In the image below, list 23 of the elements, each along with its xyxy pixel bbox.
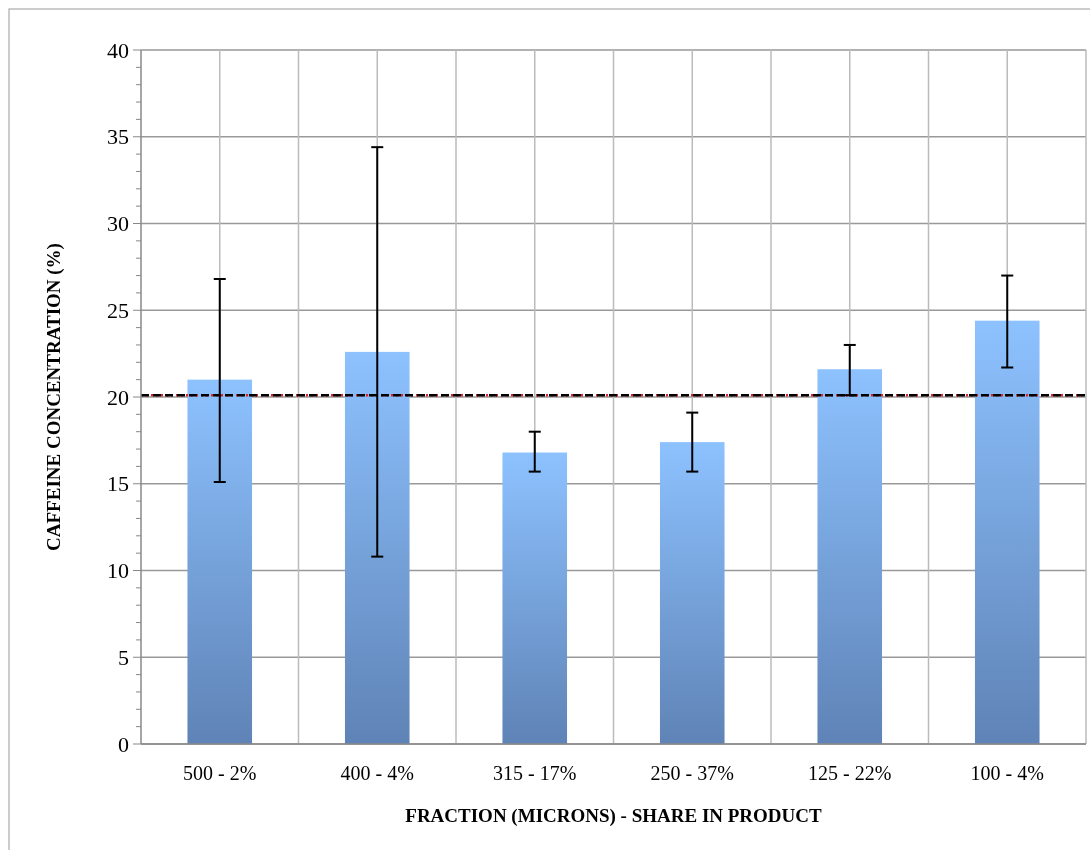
y-tick-label: 25: [107, 297, 129, 323]
y-tick-label: 30: [107, 211, 129, 237]
x-tick-label: 400 - 4%: [340, 762, 414, 784]
y-tick-label: 35: [107, 124, 129, 150]
y-axis-title: CAFFEINE CONCENTRATION (%): [43, 243, 65, 551]
y-tick-label: 40: [107, 37, 129, 63]
y-tick-label: 10: [107, 558, 129, 584]
x-tick-label: 500 - 2%: [183, 762, 257, 784]
y-tick-label: 0: [118, 731, 129, 757]
x-tick-label: 250 - 37%: [650, 762, 734, 784]
y-tick-label: 20: [107, 384, 129, 410]
y-tick-label: 15: [107, 471, 129, 497]
x-tick-label: 125 - 22%: [808, 762, 892, 784]
bar: [659, 442, 725, 744]
x-axis-title: FRACTION (MICRONS) - SHARE IN PRODUCT: [405, 805, 823, 827]
y-tick-label: 5: [118, 644, 129, 670]
bar: [974, 320, 1040, 744]
x-tick-label: 315 - 17%: [493, 762, 577, 784]
bar: [187, 379, 253, 744]
bar: [344, 351, 410, 744]
bar: [502, 452, 568, 744]
x-tick-label: 100 - 4%: [970, 762, 1044, 784]
bar: [817, 369, 883, 744]
